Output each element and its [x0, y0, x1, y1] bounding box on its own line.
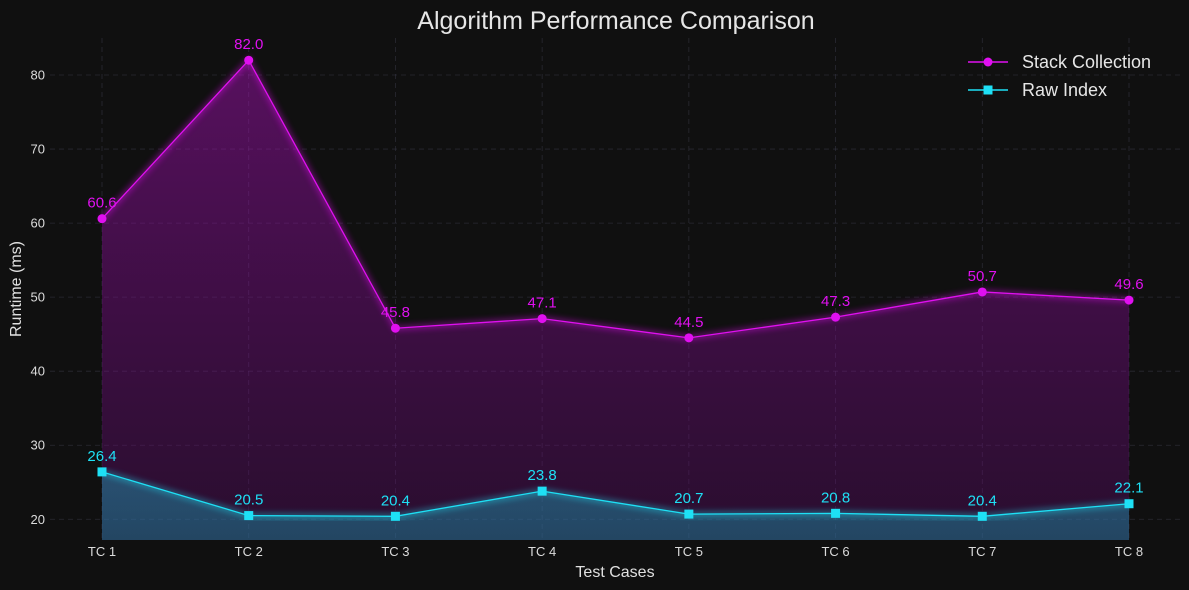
- series-areas: [102, 60, 1129, 541]
- x-tick-label-tc-3: TC 3: [381, 544, 409, 559]
- area-raw-index: [102, 471, 1129, 540]
- legend-label-raw-index: Raw Index: [1022, 80, 1107, 100]
- y-axis-label: Runtime (ms): [8, 241, 25, 337]
- data-label-raw-index-tc-5: 20.7: [674, 490, 703, 507]
- y-tick-label-20: 20: [31, 512, 45, 527]
- marker-stack-collection-tc-6: [831, 312, 841, 322]
- data-label-raw-index-tc-2: 20.5: [234, 492, 263, 509]
- y-tick-label-80: 80: [31, 68, 45, 83]
- data-label-raw-index-tc-1: 26.4: [87, 448, 116, 465]
- data-label-raw-index-tc-4: 23.8: [528, 467, 557, 484]
- marker-stack-collection-tc-5: [684, 333, 694, 343]
- marker-stack-collection-tc-8: [1124, 295, 1134, 305]
- tick-labels: 20 30 40 50 60 70 80 TC 1 TC 2 TC 3 TC 4 TC 5 TC 6 TC…: [31, 68, 1144, 559]
- marker-raw-index-tc-5: [684, 509, 694, 519]
- legend: Stack Collection Raw Index: [968, 52, 1151, 100]
- series-markers: [97, 55, 1134, 521]
- chart-title: Algorithm Performance Comparison: [417, 7, 814, 35]
- data-label-raw-index-tc-6: 20.8: [821, 489, 850, 506]
- x-tick-label-tc-1: TC 1: [88, 544, 116, 559]
- marker-raw-index-tc-8: [1124, 499, 1134, 509]
- marker-stack-collection-tc-2: [244, 55, 254, 65]
- marker-stack-collection-tc-4: [537, 314, 547, 324]
- data-label-raw-index-tc-8: 22.1: [1114, 480, 1143, 497]
- legend-marker-raw-index: [983, 85, 993, 95]
- line-stack-collection: [101, 59, 1130, 339]
- marker-raw-index-tc-3: [390, 511, 400, 521]
- x-tick-label-tc-5: TC 5: [675, 544, 703, 559]
- data-label-stack-collection-tc-2: 82.0: [234, 36, 263, 53]
- data-label-stack-collection-tc-6: 47.3: [821, 293, 850, 310]
- marker-raw-index-tc-6: [831, 508, 841, 518]
- y-tick-label-50: 50: [31, 290, 45, 305]
- data-labels: 60.6 82.0 45.8 47.1 44.5 47.3 50.7 49.6 26.4 20.5…: [87, 36, 1143, 509]
- line-raw-index: [101, 471, 1130, 517]
- data-label-stack-collection-tc-5: 44.5: [674, 314, 703, 331]
- data-label-stack-collection-tc-3: 45.8: [381, 304, 410, 321]
- x-tick-label-tc-7: TC 7: [968, 544, 996, 559]
- data-label-stack-collection-tc-1: 60.6: [87, 195, 116, 212]
- x-tick-label-tc-8: TC 8: [1115, 544, 1143, 559]
- legend-marker-stack-collection: [983, 57, 993, 67]
- data-label-stack-collection-tc-8: 49.6: [1114, 276, 1143, 293]
- legend-label-stack-collection: Stack Collection: [1022, 52, 1151, 72]
- y-tick-label-30: 30: [31, 438, 45, 453]
- x-tick-label-tc-4: TC 4: [528, 544, 556, 559]
- marker-stack-collection-tc-3: [390, 323, 400, 333]
- x-tick-label-tc-6: TC 6: [821, 544, 849, 559]
- marker-raw-index-tc-2: [244, 511, 254, 521]
- marker-raw-index-tc-1: [97, 467, 107, 477]
- marker-stack-collection-tc-7: [977, 287, 987, 297]
- data-label-stack-collection-tc-4: 47.1: [528, 295, 557, 312]
- series-lines: [99, 55, 1130, 520]
- area-stack-collection: [102, 60, 1129, 541]
- x-tick-label-tc-2: TC 2: [235, 544, 263, 559]
- data-label-raw-index-tc-7: 20.4: [968, 492, 997, 509]
- y-tick-label-70: 70: [31, 142, 45, 157]
- marker-raw-index-tc-7: [977, 511, 987, 521]
- y-tick-label-40: 40: [31, 364, 45, 379]
- x-axis-label: Test Cases: [575, 564, 654, 581]
- data-label-raw-index-tc-3: 20.4: [381, 492, 410, 509]
- marker-raw-index-tc-4: [537, 486, 547, 496]
- data-label-stack-collection-tc-7: 50.7: [968, 268, 997, 285]
- marker-stack-collection-tc-1: [97, 214, 107, 224]
- y-tick-label-60: 60: [31, 216, 45, 231]
